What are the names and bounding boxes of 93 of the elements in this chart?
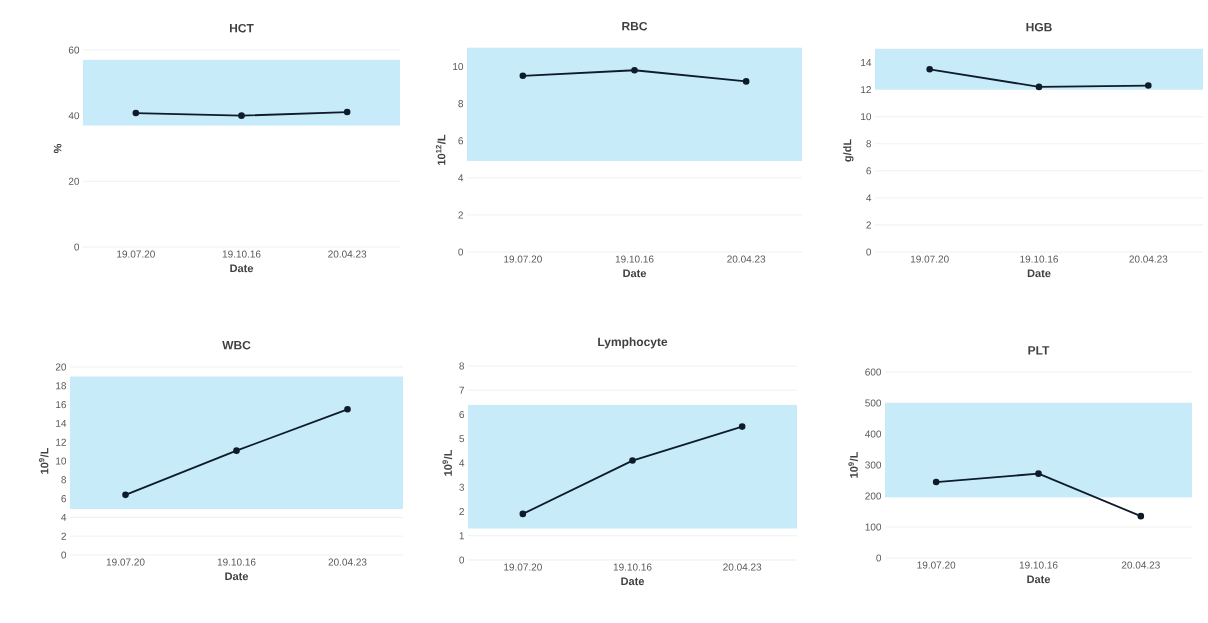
y-tick-label: 300 [865, 461, 882, 469]
y-tick-label: 6 [458, 137, 464, 145]
y-tick-label: 600 [865, 368, 882, 376]
x-tick-label: 19.07.20 [917, 561, 956, 569]
y-tick-label: 0 [61, 551, 67, 559]
chart-title: Lymphocyte [598, 337, 668, 349]
y-tick-label: 12 [861, 86, 871, 94]
y-tick-label: 10 [861, 113, 872, 121]
y-tick-label: 16 [56, 401, 67, 409]
chart-title: WBC [222, 340, 251, 350]
x-tick-label: 19.10.16 [222, 250, 261, 258]
x-axis-title: Date [230, 264, 254, 273]
y-tick-label: 12 [56, 438, 66, 446]
y-axis-title: 10$^{9}$/L [848, 451, 858, 478]
y-tick-label: 1 [459, 532, 464, 540]
y-tick-label: 2 [459, 508, 464, 515]
y-tick-label: 14 [861, 59, 872, 66]
y-tick-label: 4 [61, 513, 67, 521]
y-tick-label: 10 [56, 457, 67, 465]
x-tick-label: 19.10.16 [615, 255, 654, 263]
y-tick-label: 2 [458, 211, 463, 219]
x-tick-label: 19.10.16 [217, 558, 256, 566]
y-tick-label: 20 [55, 363, 67, 371]
x-tick-label: 19.07.20 [117, 250, 155, 258]
y-tick-label: 10 [453, 63, 464, 71]
y-tick-label: 0 [876, 554, 882, 562]
y-tick-label: 4 [459, 459, 465, 467]
y-tick-label: 6 [61, 495, 67, 503]
point [1035, 470, 1042, 477]
y-tick-label: 200 [865, 492, 882, 500]
y-tick-label: 20 [68, 177, 80, 185]
y-tick-label: 6 [866, 167, 872, 175]
y-tick-label: 2 [866, 221, 871, 229]
y-axis-title: 10$^{9}$/L [442, 449, 453, 476]
x-tick-label: 19.07.20 [910, 255, 949, 263]
y-tick-label: 0 [459, 556, 465, 564]
chart-title: PLT [1028, 346, 1050, 355]
y-tick-label: 8 [459, 362, 465, 370]
y-tick-label: 3 [459, 483, 465, 491]
y-axis-title: % [53, 143, 62, 154]
x-axis-title: Date [1027, 269, 1051, 278]
x-axis-title: Date [1027, 575, 1051, 584]
point [926, 66, 933, 73]
point [1035, 83, 1043, 91]
y-tick-label: 4 [866, 194, 872, 202]
x-tick-label: 20.04.23 [328, 250, 367, 258]
y-tick-label: 2 [61, 532, 66, 540]
x-tick-label: 19.10.16 [1020, 255, 1059, 263]
y-axis-title: g/dL [843, 139, 854, 162]
point [122, 491, 129, 499]
x-axis-title: Date [225, 572, 249, 581]
point [519, 510, 527, 518]
point [1137, 512, 1145, 520]
x-tick-label: 20.04.23 [1121, 561, 1160, 569]
point [932, 478, 940, 486]
x-tick-label: 19.10.16 [613, 563, 652, 571]
y-tick-label: 0 [866, 248, 872, 256]
y-tick-label: 0 [74, 243, 80, 251]
x-tick-label: 19.07.20 [504, 255, 542, 263]
y-tick-label: 4 [458, 174, 464, 182]
y-tick-label: 400 [865, 430, 882, 438]
y-tick-label: 18 [56, 382, 67, 390]
x-axis-title: Date [623, 269, 647, 278]
x-axis-title: Date [621, 577, 645, 586]
point [1145, 82, 1152, 89]
chart-title: HGB [1026, 22, 1052, 32]
y-tick-label: 60 [68, 46, 80, 54]
y-tick-label: 8 [458, 100, 464, 108]
y-tick-label: 500 [865, 399, 882, 407]
x-tick-label: 19.07.20 [106, 558, 145, 566]
y-tick-label: 8 [61, 476, 67, 484]
y-tick-label: 40 [68, 112, 80, 120]
chart-title: RBC [622, 21, 648, 31]
point [738, 423, 746, 430]
y-tick-label: 100 [865, 523, 882, 531]
x-tick-label: 20.04.23 [727, 255, 766, 263]
x-tick-label: 20.04.23 [723, 563, 762, 571]
point [233, 447, 240, 454]
y-tick-label: 8 [866, 140, 872, 148]
x-tick-label: 19.07.20 [504, 563, 542, 571]
x-tick-label: 19.10.16 [1019, 561, 1058, 569]
y-axis-title: 10$^{12}$/L [435, 134, 446, 165]
point [344, 405, 351, 413]
y-tick-label: 7 [459, 386, 464, 394]
chart-title: HCT [229, 23, 254, 33]
x-tick-label: 20.04.23 [328, 558, 367, 566]
y-tick-label: 5 [459, 435, 465, 443]
y-axis-title: 10$^{9}$/L [38, 447, 49, 474]
y-tick-label: 0 [458, 248, 464, 256]
x-tick-label: 20.04.23 [1129, 255, 1168, 263]
y-tick-label: 6 [459, 410, 465, 419]
y-tick-label: 14 [56, 419, 67, 427]
point [629, 457, 636, 464]
